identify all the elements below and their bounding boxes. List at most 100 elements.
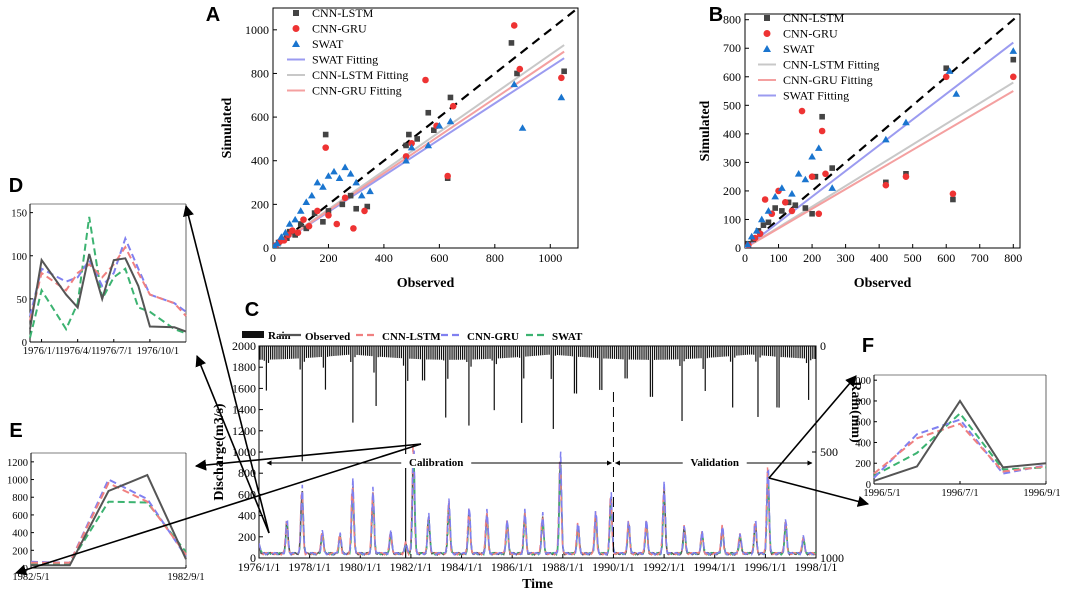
rain-bar: [565, 346, 567, 356]
rain-bar: [757, 346, 759, 417]
rain-bar: [379, 346, 381, 357]
series-line: [873, 418, 1047, 479]
plot-area: [259, 346, 816, 558]
scatter-panel-B: 0 100 200 300 400 500 600 700 800 0 100 200 300 400 50…: [698, 4, 1022, 291]
data-point: [745, 240, 752, 248]
rain-bar: [586, 346, 588, 358]
rain-bar: [729, 346, 732, 362]
data-point: [414, 136, 420, 142]
rain-bar: [761, 346, 763, 356]
rain-bar: [628, 346, 630, 360]
rain-bar: [329, 346, 331, 357]
rain-bar: [641, 346, 643, 360]
data-point: [752, 227, 761, 234]
rain-bar: [326, 346, 329, 357]
rain-bar: [263, 346, 265, 361]
rain-bar: [312, 346, 314, 358]
rain-bar: [791, 346, 793, 358]
rain-bar: [624, 346, 626, 379]
fit-line: [745, 41, 1014, 248]
rain-bar: [417, 346, 419, 360]
inset-panel-F: 0 200 400 600 800 1000 1996/5/1 1996/7/1 1996/9/…: [850, 335, 1061, 499]
data-point: [809, 210, 815, 217]
rain-bar: [502, 346, 504, 359]
y-axis-label: Simulated: [220, 97, 235, 158]
data-point: [771, 192, 779, 200]
y-tick-label: 700: [723, 41, 741, 55]
rain-bar: [331, 346, 333, 357]
rain-bar: [575, 346, 578, 394]
rain-bar: [286, 346, 289, 359]
data-point: [446, 117, 455, 125]
legend-label: SWAT: [312, 37, 344, 51]
panel-label: C: [245, 299, 259, 321]
x-tick-label: 1996/5/1: [863, 488, 900, 499]
rain-bar: [288, 346, 291, 359]
y-tick-label: 1200: [7, 458, 28, 469]
rain-bar: [305, 346, 308, 358]
rain-bar: [468, 346, 470, 426]
data-point: [802, 205, 809, 211]
rain-bar: [426, 346, 428, 360]
rain-bar: [400, 346, 403, 359]
rain-bar: [725, 346, 727, 357]
rain-bar: [474, 346, 476, 360]
rain-bar: [407, 346, 409, 381]
rain-bar: [616, 346, 618, 360]
data-point: [772, 205, 778, 211]
x-axis-label: Observed: [854, 276, 912, 291]
x-tick-label: 100: [770, 251, 788, 265]
rain-bar: [424, 346, 426, 381]
rain-bar: [643, 346, 645, 360]
data-point: [508, 40, 515, 46]
rain-bar: [480, 346, 483, 360]
rain-bar: [495, 346, 497, 365]
data-point: [828, 184, 836, 191]
legend-label: SWAT: [783, 42, 815, 56]
rain-bar: [582, 346, 584, 358]
rain-bar: [810, 346, 812, 361]
rain-bar: [789, 346, 791, 358]
rain-bar: [436, 346, 438, 360]
rain-bar: [742, 346, 744, 356]
rain-bar: [293, 346, 295, 359]
rain-bar: [453, 346, 455, 360]
rain-bar: [324, 346, 327, 390]
x-tick-label: 1994/1/1: [693, 560, 736, 574]
rain-bar: [411, 346, 413, 359]
rain-bar: [457, 346, 459, 360]
data-point: [444, 172, 451, 180]
rain-bar: [803, 346, 805, 359]
data-point: [303, 225, 310, 232]
series-line: [259, 450, 816, 557]
rain-bar: [755, 346, 757, 362]
x-tick-label: 1982/1/1: [390, 560, 433, 574]
rain-bar: [447, 346, 449, 379]
y-tick-label: 50: [17, 295, 28, 306]
rain-bar: [734, 346, 736, 358]
data-point: [788, 189, 796, 197]
rain-bar: [597, 346, 599, 359]
rain-bar: [666, 346, 668, 360]
rain-bar: [419, 346, 422, 360]
rain-bar: [588, 346, 590, 358]
y-tick-label: 500: [723, 98, 741, 112]
legend-label: CNN-GRU: [467, 331, 519, 343]
rain-bar: [563, 346, 565, 356]
rain-bar: [662, 346, 664, 360]
rain-bar: [333, 346, 335, 356]
rain-bar: [801, 346, 803, 359]
rain-bar: [259, 346, 261, 360]
legend-label: SWAT Fitting: [783, 89, 849, 103]
rain-bar: [713, 346, 715, 358]
rain-bar: [675, 346, 677, 360]
data-point: [292, 232, 298, 238]
rain-bar: [521, 346, 523, 423]
x-tick-label: 0: [270, 251, 276, 265]
rain-bar: [390, 346, 392, 358]
rain-bar: [415, 346, 417, 359]
rain-bar: [594, 346, 597, 358]
rain-bar: [514, 346, 516, 358]
